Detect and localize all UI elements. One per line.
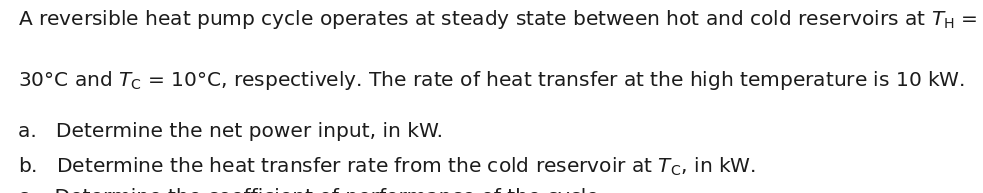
Text: A reversible heat pump cycle operates at steady state between hot and cold reser: A reversible heat pump cycle operates at… <box>18 8 977 31</box>
Text: a.   Determine the net power input, in kW.: a. Determine the net power input, in kW. <box>18 122 442 141</box>
Text: 30°C and $T_{\mathsf{C}}$ = 10°C, respectively. The rate of heat transfer at the: 30°C and $T_{\mathsf{C}}$ = 10°C, respec… <box>18 69 965 91</box>
Text: b.   Determine the heat transfer rate from the cold reservoir at $T_{\mathsf{C}}: b. Determine the heat transfer rate from… <box>18 155 756 178</box>
Text: c.   Determine the coefficient of performance of the cycle.: c. Determine the coefficient of performa… <box>18 188 605 193</box>
